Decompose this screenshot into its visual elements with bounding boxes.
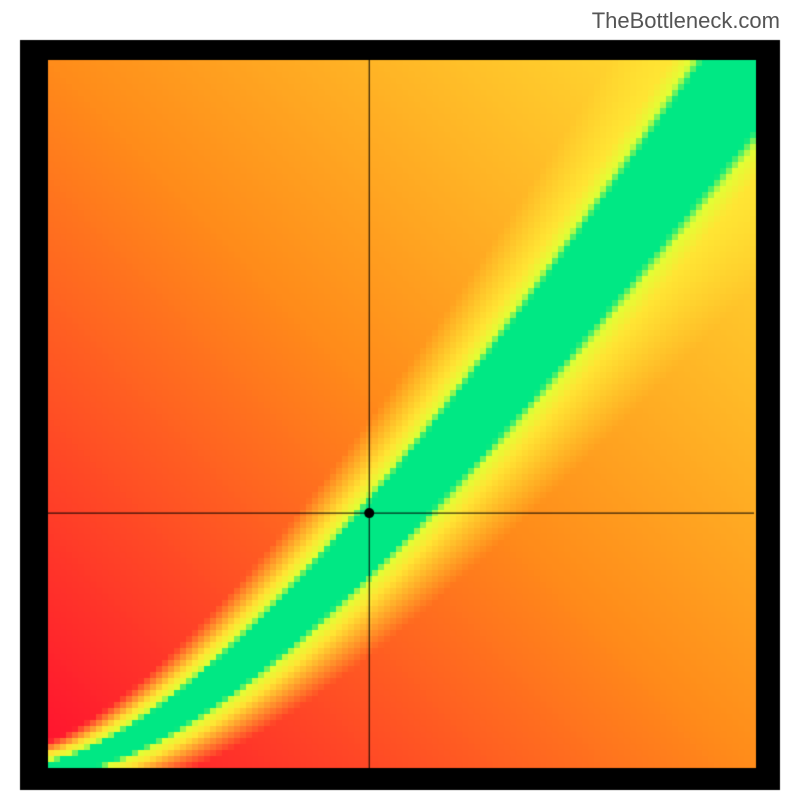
heatmap-canvas: [0, 0, 800, 800]
chart-container: TheBottleneck.com: [0, 0, 800, 800]
watermark-text: TheBottleneck.com: [592, 8, 780, 34]
